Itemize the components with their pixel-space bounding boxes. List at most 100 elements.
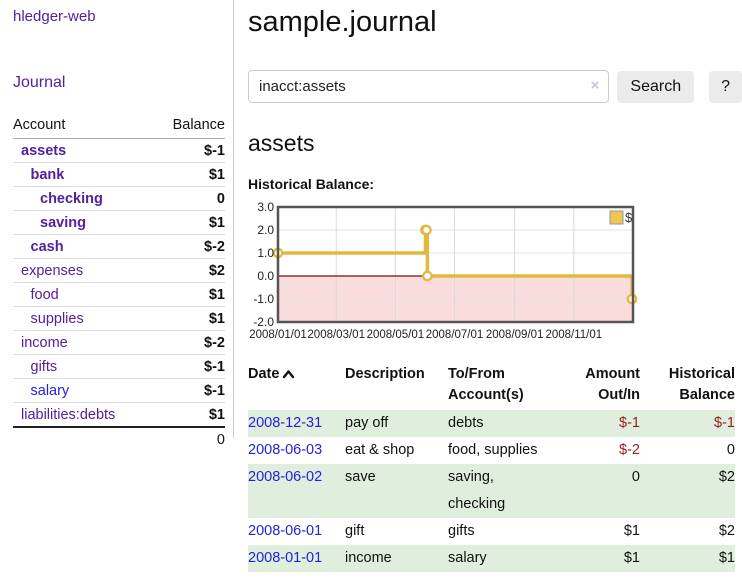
- sidebar-item-journal[interactable]: Journal: [13, 74, 66, 91]
- txn-date-link[interactable]: 2008-06-03: [248, 442, 323, 458]
- accounts-header-balance: Balance: [153, 115, 225, 139]
- txn-date-link[interactable]: 2008-12-31: [248, 415, 323, 431]
- account-cell: gifts: [13, 354, 154, 379]
- account-row: salary $-1: [13, 378, 225, 403]
- accounts-header-account: Account: [13, 115, 154, 139]
- chart-data-point: [422, 270, 433, 282]
- txn-date-cell: 2008-06-02: [248, 464, 345, 518]
- account-balance: $-2: [153, 330, 225, 355]
- account-cell: expenses: [13, 258, 154, 283]
- search-button[interactable]: Search: [617, 70, 695, 103]
- txn-balance: $1: [718, 550, 735, 566]
- txn-description: pay off: [345, 415, 389, 431]
- txn-date-link[interactable]: 2008-01-01: [248, 550, 323, 566]
- legend-swatch: [609, 210, 624, 225]
- txn-date-cell: 2008-01-01: [248, 545, 345, 572]
- x-axis-tick-label: 2008/07/01: [426, 329, 484, 341]
- search-input[interactable]: [248, 70, 610, 103]
- account-cell: assets: [13, 138, 154, 163]
- account-balance: $-1: [153, 354, 225, 379]
- table-row: 2008-12-31 pay off debts $-1 $-1: [248, 410, 735, 437]
- clear-search-icon[interactable]: ×: [590, 77, 600, 94]
- column-header-balance: Historical Balance: [668, 366, 735, 403]
- account-row: assets $-1: [13, 138, 225, 163]
- account-cell: supplies: [13, 306, 154, 331]
- main-content: sample.journal × Search ? assets Histori…: [248, 0, 742, 572]
- account-row: food $1: [13, 282, 225, 307]
- txn-amount: $1: [623, 550, 640, 566]
- sidebar: hledger-web Journal Account Balance asse…: [0, 0, 233, 452]
- y-axis-tick-label: -2.0: [253, 315, 274, 329]
- search-input-wrap: ×: [248, 70, 610, 103]
- txn-description: save: [345, 469, 376, 485]
- account-row: bank $1: [13, 162, 225, 187]
- x-axis-tick-label: 2008/05/01: [367, 329, 425, 341]
- account-row: gifts $-1: [13, 354, 225, 379]
- sidebar-account-saving[interactable]: saving: [40, 214, 86, 231]
- table-row: 2008-06-03 eat & shop food, supplies $-2 0: [248, 437, 735, 464]
- txn-balance: 0: [726, 442, 735, 458]
- x-axis-tick-label: 2008/01/01: [249, 329, 307, 341]
- txn-amount: 0: [631, 469, 640, 485]
- column-header-description: Description: [345, 366, 425, 382]
- sidebar-account-liabilities-debts[interactable]: liabilities:debts: [21, 406, 116, 423]
- accounts-table: Account Balance assets $-1 bank $1 checking 0…: [13, 115, 225, 452]
- brand-link[interactable]: hledger-web: [13, 8, 96, 25]
- account-balance: $1: [153, 210, 225, 235]
- txn-description: income: [345, 550, 392, 566]
- account-balance: $1: [153, 162, 225, 187]
- account-balance: $2: [153, 258, 225, 283]
- sidebar-account-bank[interactable]: bank: [30, 166, 65, 183]
- account-heading: assets: [248, 130, 315, 156]
- sidebar-account-salary[interactable]: salary: [30, 382, 70, 399]
- accounts-table-header: Account Balance: [13, 115, 225, 139]
- account-row: cash $-2: [13, 234, 225, 259]
- page-title: sample.journal: [248, 6, 437, 38]
- column-header-date[interactable]: Date: [248, 364, 345, 410]
- sidebar-account-gifts[interactable]: gifts: [30, 358, 58, 375]
- account-cell: income: [13, 330, 154, 355]
- account-row: liabilities:debts $1: [13, 402, 225, 428]
- legend-label: $: [625, 210, 633, 225]
- column-header-date-label: Date: [248, 366, 280, 382]
- sidebar-account-income[interactable]: income: [21, 334, 68, 351]
- sidebar-account-checking[interactable]: checking: [40, 190, 103, 207]
- sort-ascending-icon: [282, 365, 295, 386]
- table-row: 2008-06-02 save saving, checking 0 $2: [248, 464, 735, 518]
- txn-date-cell: 2008-06-03: [248, 437, 345, 464]
- sidebar-account-expenses[interactable]: expenses: [21, 262, 84, 279]
- sidebar-account-food[interactable]: food: [30, 286, 59, 303]
- chart-title: Historical Balance:: [248, 176, 375, 192]
- x-axis-tick-label: 2008/09/01: [486, 329, 544, 341]
- txn-date-cell: 2008-06-01: [248, 518, 345, 545]
- column-header-amount: Amount Out/In: [585, 366, 640, 403]
- help-button[interactable]: ?: [709, 70, 742, 103]
- txn-date-link[interactable]: 2008-06-01: [248, 523, 323, 539]
- txn-accounts: food, supplies: [448, 442, 538, 458]
- y-axis-tick-label: 2.0: [257, 223, 274, 237]
- accounts-total-row: 0: [13, 426, 225, 452]
- column-header-accounts: To/From Account(s): [448, 366, 524, 403]
- account-balance: $1: [153, 402, 225, 428]
- txn-balance: $2: [718, 523, 735, 539]
- table-row: 2008-01-01 income salary $1 $1: [248, 545, 735, 572]
- account-cell: salary: [13, 378, 154, 403]
- historical-balance-chart: $3.0 2.0 1.0 0.0 -1.0 -2.0 2008/01/01 2008/03/0…: [248, 200, 742, 345]
- y-axis-tick-label: -1.0: [253, 292, 274, 306]
- accounts-total-balance: 0: [153, 426, 225, 452]
- account-cell: saving: [13, 210, 154, 235]
- x-axis-tick-label: 2008/11/01: [545, 329, 602, 341]
- txn-balance: $2: [718, 469, 735, 485]
- sidebar-account-supplies[interactable]: supplies: [30, 310, 84, 327]
- txn-date-link[interactable]: 2008-06-02: [248, 469, 323, 485]
- y-axis-tick-label: 0.0: [257, 269, 274, 283]
- account-balance: 0: [153, 186, 225, 211]
- txn-balance: $-1: [714, 415, 735, 431]
- txn-accounts: salary: [448, 550, 487, 566]
- txn-accounts: gifts: [448, 523, 475, 539]
- account-balance: $1: [153, 282, 225, 307]
- y-axis-tick-label: 3.0: [257, 200, 274, 214]
- sidebar-account-cash[interactable]: cash: [30, 238, 64, 255]
- sidebar-account-assets[interactable]: assets: [21, 142, 67, 159]
